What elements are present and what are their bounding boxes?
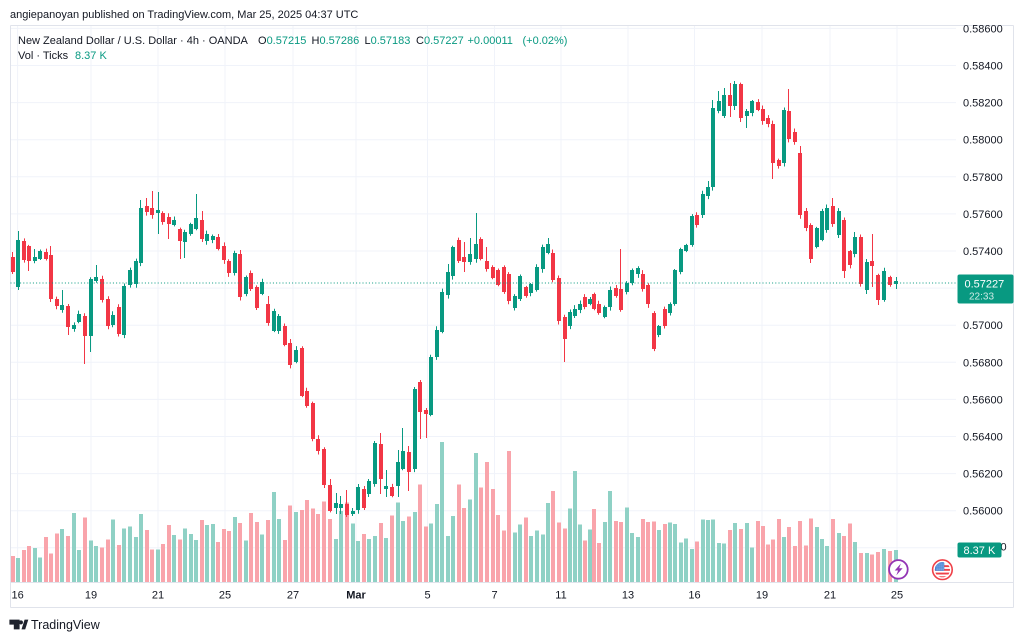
svg-text:0.56600: 0.56600 bbox=[963, 394, 1003, 406]
svg-text:0.56200: 0.56200 bbox=[963, 469, 1003, 481]
svg-text:22:33: 22:33 bbox=[969, 292, 994, 303]
svg-text:0.57600: 0.57600 bbox=[963, 209, 1003, 221]
svg-text:TradingView: TradingView bbox=[31, 618, 101, 632]
svg-text:0.56800: 0.56800 bbox=[963, 357, 1003, 369]
svg-text:19: 19 bbox=[756, 590, 768, 602]
svg-text:0.58600: 0.58600 bbox=[963, 23, 1003, 35]
svg-text:21: 21 bbox=[152, 590, 164, 602]
svg-text:0.57227: 0.57227 bbox=[965, 279, 1005, 291]
svg-text:27: 27 bbox=[287, 590, 299, 602]
svg-text:0.58200: 0.58200 bbox=[963, 98, 1003, 110]
svg-text:11: 11 bbox=[555, 590, 566, 602]
svg-text:25: 25 bbox=[891, 590, 903, 602]
svg-text:angiepanoyan published on Trad: angiepanoyan published on TradingView.co… bbox=[10, 9, 358, 21]
svg-text:Mar: Mar bbox=[346, 590, 366, 602]
svg-text:0.56400: 0.56400 bbox=[963, 432, 1003, 444]
svg-text:0.57000: 0.57000 bbox=[963, 320, 1003, 332]
svg-text:5: 5 bbox=[424, 590, 430, 602]
svg-text:New Zealand Dollar / U.S. Doll: New Zealand Dollar / U.S. Dollar · 4h · … bbox=[18, 35, 567, 47]
svg-text:8.37 K: 8.37 K bbox=[964, 545, 996, 557]
svg-text:7: 7 bbox=[491, 590, 497, 602]
svg-text:0.56000: 0.56000 bbox=[963, 506, 1003, 518]
svg-text:21: 21 bbox=[824, 590, 836, 602]
svg-text:16: 16 bbox=[11, 590, 23, 602]
svg-text:13: 13 bbox=[622, 590, 634, 602]
svg-text:0.57800: 0.57800 bbox=[963, 172, 1003, 184]
svg-text:0: 0 bbox=[1001, 542, 1007, 554]
svg-text:0.58400: 0.58400 bbox=[963, 61, 1003, 73]
svg-text:0.57400: 0.57400 bbox=[963, 246, 1003, 258]
svg-text:16: 16 bbox=[688, 590, 700, 602]
svg-text:19: 19 bbox=[85, 590, 97, 602]
svg-text:25: 25 bbox=[219, 590, 231, 602]
svg-text:0.58000: 0.58000 bbox=[963, 135, 1003, 147]
